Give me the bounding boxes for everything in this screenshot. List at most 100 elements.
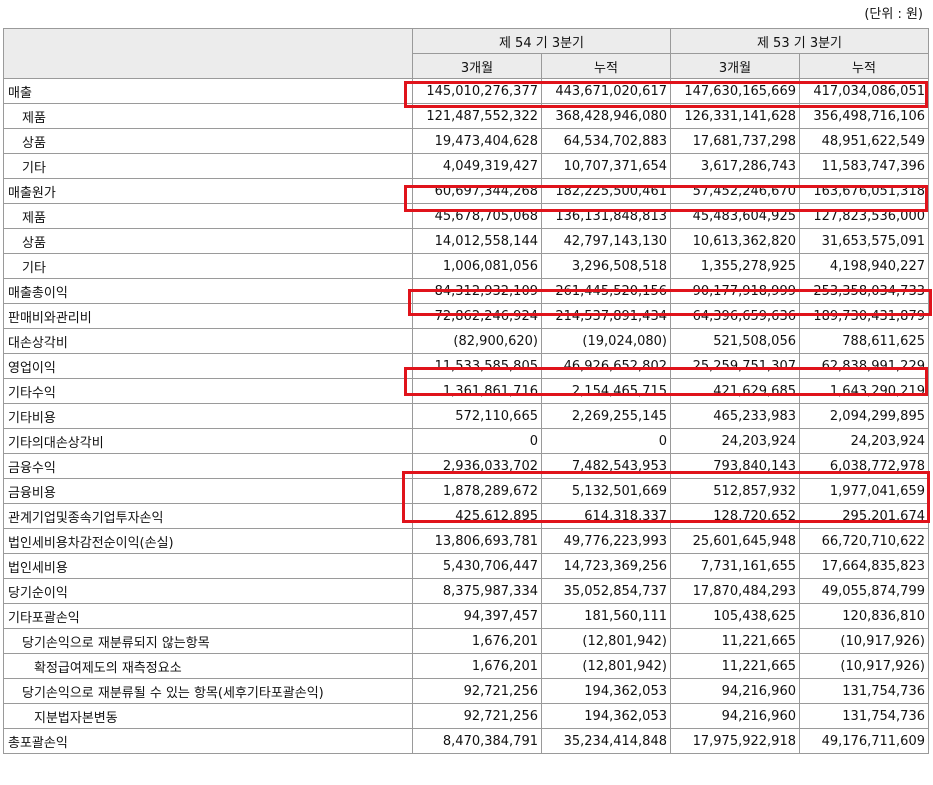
value-cell: 131,754,736	[799, 678, 929, 704]
value-cell: 24,203,924	[670, 428, 800, 454]
row-label: 매출원가	[3, 178, 413, 204]
subheader-current-3m: 3개월	[412, 53, 542, 79]
value-cell: 0	[412, 428, 542, 454]
table-row: 금융수익 2,936,033,702 7,482,543,953 793,840,14…	[3, 453, 929, 479]
table-row: 기타포괄손익 94,397,457 181,560,111 105,438,625 12…	[3, 603, 929, 629]
value-cell: 11,533,585,805	[412, 353, 542, 379]
row-label: 당기순이익	[3, 578, 413, 604]
value-cell: 2,269,255,145	[541, 403, 671, 429]
unit-label: (단위 : 원)	[864, 7, 923, 22]
value-cell: 3,617,286,743	[670, 153, 800, 179]
row-label: 총포괄손익	[3, 728, 413, 754]
row-label: 당기손익으로 재분류되지 않는항목	[3, 628, 413, 654]
table-row: 영업이익 11,533,585,805 46,926,652,802 25,259,7…	[3, 353, 929, 379]
value-cell: 13,806,693,781	[412, 528, 542, 554]
value-cell: 214,537,891,434	[541, 303, 671, 329]
row-label: 대손상각비	[3, 328, 413, 354]
value-cell: 417,034,086,051	[799, 78, 929, 104]
value-cell: 14,012,558,144	[412, 228, 542, 254]
value-cell: 1,355,278,925	[670, 253, 800, 279]
value-cell: 45,678,705,068	[412, 203, 542, 229]
value-cell: 147,630,165,669	[670, 78, 800, 104]
value-cell: 614,318,337	[541, 503, 671, 529]
value-cell: 182,225,500,461	[541, 178, 671, 204]
value-cell: 66,720,710,622	[799, 528, 929, 554]
value-cell: 11,221,665	[670, 628, 800, 654]
value-cell: 1,006,081,056	[412, 253, 542, 279]
value-cell: 189,730,431,879	[799, 303, 929, 329]
value-cell: 84,312,932,109	[412, 278, 542, 304]
value-cell: 6,038,772,978	[799, 453, 929, 479]
value-cell: 94,216,960	[670, 678, 800, 704]
row-label: 영업이익	[3, 353, 413, 379]
value-cell: 17,975,922,918	[670, 728, 800, 754]
value-cell: 261,445,520,156	[541, 278, 671, 304]
value-cell: 1,878,289,672	[412, 478, 542, 504]
value-cell: 194,362,053	[541, 703, 671, 729]
subheader-prior-3m: 3개월	[670, 53, 800, 79]
value-cell: 1,676,201	[412, 653, 542, 679]
value-cell: 2,094,299,895	[799, 403, 929, 429]
row-label: 상품	[3, 128, 413, 154]
value-cell: 92,721,256	[412, 678, 542, 704]
row-label: 매출	[3, 78, 413, 104]
header-blank-cell	[3, 28, 413, 79]
value-cell: 8,470,384,791	[412, 728, 542, 754]
value-cell: 35,234,414,848	[541, 728, 671, 754]
value-cell: 57,452,246,670	[670, 178, 800, 204]
income-statement-table: 제 54 기 3분기 제 53 기 3분기 3개월 누적 3개월 누적 매출 14…	[3, 28, 929, 754]
value-cell: 356,498,716,106	[799, 103, 929, 129]
row-label: 기타	[3, 153, 413, 179]
value-cell: 194,362,053	[541, 678, 671, 704]
value-cell: 4,049,319,427	[412, 153, 542, 179]
subheader-current-cumulative: 누적	[541, 53, 671, 79]
value-cell: 126,331,141,628	[670, 103, 800, 129]
row-label: 기타비용	[3, 403, 413, 429]
row-label: 법인세비용	[3, 553, 413, 579]
value-cell: 1,643,290,219	[799, 378, 929, 404]
value-cell: 3,296,508,518	[541, 253, 671, 279]
value-cell: 521,508,056	[670, 328, 800, 354]
value-cell: 121,487,552,322	[412, 103, 542, 129]
value-cell: 5,132,501,669	[541, 478, 671, 504]
row-label: 금융비용	[3, 478, 413, 504]
value-cell: 253,358,034,733	[799, 278, 929, 304]
value-cell: 25,259,751,307	[670, 353, 800, 379]
row-label: 기타	[3, 253, 413, 279]
row-label: 금융수익	[3, 453, 413, 479]
table-row: 기타 1,006,081,056 3,296,508,518 1,355,278,92…	[3, 253, 929, 279]
value-cell: 94,397,457	[412, 603, 542, 629]
table-row: 기타의대손상각비 0 0 24,203,924 24,203,924	[3, 428, 929, 454]
subheader-prior-cumulative: 누적	[799, 53, 929, 79]
value-cell: 793,840,143	[670, 453, 800, 479]
value-cell: 90,177,918,999	[670, 278, 800, 304]
table-row: 기타 4,049,319,427 10,707,371,654 3,617,286,7…	[3, 153, 929, 179]
value-cell: 42,797,143,130	[541, 228, 671, 254]
row-label: 당기손익으로 재분류될 수 있는 항목(세후기타포괄손익)	[3, 678, 413, 704]
row-label: 제품	[3, 203, 413, 229]
value-cell: 45,483,604,925	[670, 203, 800, 229]
value-cell: 35,052,854,737	[541, 578, 671, 604]
table-row: 매출 145,010,276,377 443,671,020,617 147,630,…	[3, 78, 929, 104]
row-label: 판매비와관리비	[3, 303, 413, 329]
table-row: 법인세비용차감전순이익(손실) 13,806,693,781 49,776,223,…	[3, 528, 929, 554]
row-label: 지분법자본변동	[3, 703, 413, 729]
value-cell: 24,203,924	[799, 428, 929, 454]
period-header-current: 제 54 기 3분기	[412, 28, 671, 54]
value-cell: (12,801,942)	[541, 653, 671, 679]
table-row: 대손상각비 (82,900,620) (19,024,080) 521,508,056…	[3, 328, 929, 354]
value-cell: 131,754,736	[799, 703, 929, 729]
value-cell: 10,613,362,820	[670, 228, 800, 254]
table-row: 당기손익으로 재분류되지 않는항목 1,676,201 (12,801,942) 11…	[3, 628, 929, 654]
value-cell: 64,534,702,883	[541, 128, 671, 154]
value-cell: 17,681,737,298	[670, 128, 800, 154]
row-label: 관계기업및종속기업투자손익	[3, 503, 413, 529]
value-cell: 120,836,810	[799, 603, 929, 629]
value-cell: 49,176,711,609	[799, 728, 929, 754]
value-cell: (10,917,926)	[799, 628, 929, 654]
value-cell: 11,221,665	[670, 653, 800, 679]
table-row: 기타비용 572,110,665 2,269,255,145 465,233,983 2…	[3, 403, 929, 429]
value-cell: 128,720,652	[670, 503, 800, 529]
value-cell: 145,010,276,377	[412, 78, 542, 104]
value-cell: 14,723,369,256	[541, 553, 671, 579]
